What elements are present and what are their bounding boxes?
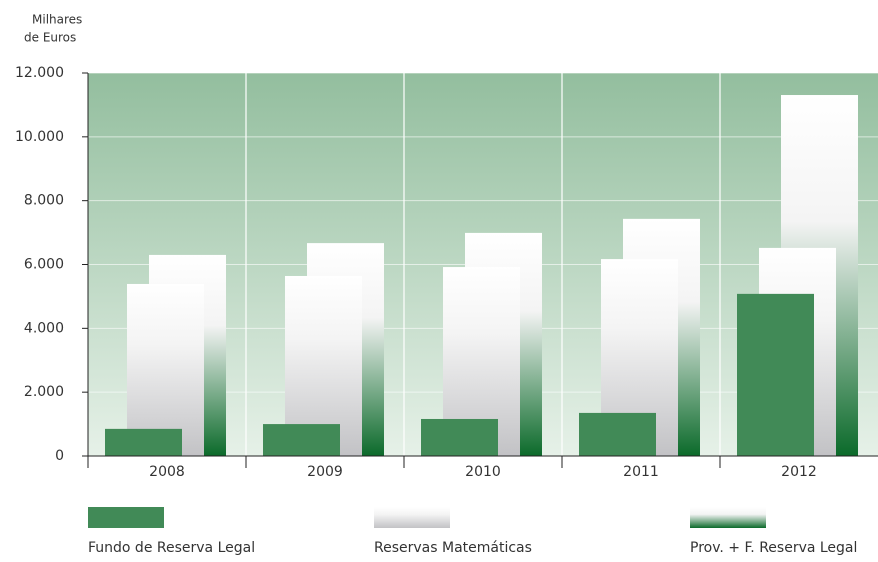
y-tick-label: 4.000 — [24, 320, 64, 336]
x-tick-label: 2009 — [307, 464, 343, 480]
bar — [105, 428, 182, 456]
bar — [263, 424, 340, 456]
bar — [579, 412, 656, 456]
legend-label: Fundo de Reserva Legal — [88, 540, 255, 556]
y-tick-label: 8.000 — [24, 193, 64, 209]
bar — [737, 293, 814, 456]
bar — [421, 418, 498, 456]
legend-label: Prov. + F. Reserva Legal — [690, 540, 857, 556]
legend-swatch — [690, 507, 766, 528]
y-tick-label: 12.000 — [15, 65, 64, 81]
y-axis-label: Milhares — [32, 13, 82, 27]
legend-label: Reservas Matemáticas — [374, 540, 532, 556]
x-tick-label: 2008 — [149, 464, 185, 480]
y-axis-label: de Euros — [24, 31, 76, 45]
legend-swatch — [374, 507, 450, 528]
y-tick-label: 2.000 — [24, 384, 64, 400]
x-tick-label: 2010 — [465, 464, 501, 480]
y-tick-label: 6.000 — [24, 257, 64, 273]
x-tick-label: 2011 — [623, 464, 659, 480]
y-tick-label: 0 — [55, 448, 64, 464]
bar — [127, 283, 204, 456]
x-tick-label: 2012 — [781, 464, 817, 480]
y-tick-label: 10.000 — [15, 129, 64, 145]
legend-swatch — [88, 507, 164, 528]
